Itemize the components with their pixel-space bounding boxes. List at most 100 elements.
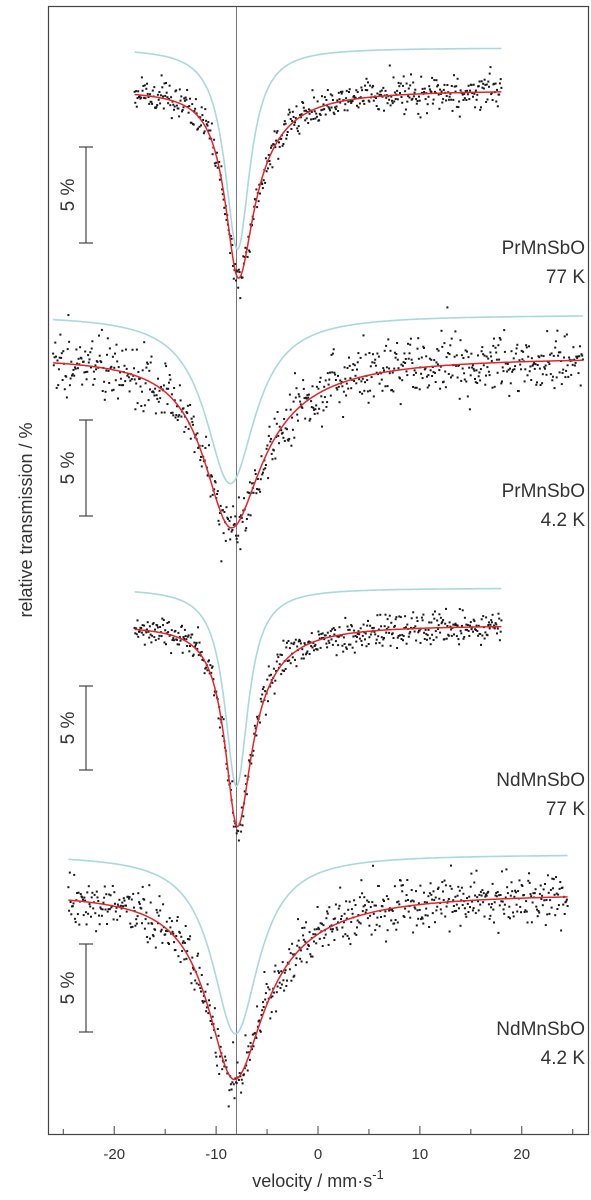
data-point xyxy=(393,367,396,370)
data-point xyxy=(324,634,327,637)
data-point xyxy=(275,670,278,672)
data-point xyxy=(144,97,147,100)
data-point xyxy=(342,636,345,639)
data-point xyxy=(451,374,454,377)
data-point xyxy=(294,658,296,661)
data-point xyxy=(128,896,131,899)
data-point xyxy=(297,640,300,643)
data-point xyxy=(339,101,342,104)
data-point xyxy=(221,716,224,719)
data-point xyxy=(345,646,348,649)
data-point xyxy=(528,370,531,373)
data-point xyxy=(356,361,359,364)
data-point xyxy=(243,1073,245,1076)
data-point xyxy=(329,630,332,633)
data-point xyxy=(447,352,450,354)
data-point xyxy=(134,408,137,411)
data-point xyxy=(498,82,501,85)
data-point xyxy=(350,921,353,923)
data-point xyxy=(127,376,130,379)
data-point xyxy=(375,638,378,641)
data-point xyxy=(178,931,181,934)
data-point xyxy=(327,383,330,386)
data-point xyxy=(409,337,412,340)
data-point xyxy=(138,94,141,97)
data-point xyxy=(148,884,151,887)
data-point xyxy=(291,110,294,113)
data-point xyxy=(364,84,366,87)
data-point xyxy=(262,686,265,689)
data-point xyxy=(208,137,211,140)
data-point xyxy=(426,901,428,904)
data-point xyxy=(364,353,367,356)
data-point xyxy=(404,108,407,111)
data-point xyxy=(560,383,563,386)
data-point xyxy=(175,414,178,417)
data-point xyxy=(343,912,346,915)
data-point xyxy=(243,256,246,258)
data-point xyxy=(116,918,119,921)
data-point xyxy=(104,908,107,911)
data-point xyxy=(156,93,159,96)
data-point xyxy=(330,353,333,356)
data-point xyxy=(92,907,95,910)
data-point xyxy=(236,1061,239,1064)
data-point xyxy=(395,928,398,931)
data-point xyxy=(141,624,144,627)
data-point xyxy=(194,98,197,101)
data-point xyxy=(472,367,475,370)
data-point xyxy=(256,715,259,718)
data-point xyxy=(290,979,293,982)
data-point xyxy=(270,437,272,440)
data-point xyxy=(454,90,457,93)
data-point xyxy=(261,183,264,185)
data-point xyxy=(290,444,293,447)
plot-frame xyxy=(47,5,590,1136)
data-point xyxy=(554,914,557,917)
data-point xyxy=(312,406,315,409)
data-point xyxy=(412,95,415,98)
data-point xyxy=(452,899,455,902)
data-point xyxy=(162,95,164,98)
data-point xyxy=(552,887,554,890)
data-point xyxy=(368,636,371,639)
data-point xyxy=(489,351,492,354)
data-point xyxy=(399,82,402,85)
data-point xyxy=(366,917,369,920)
data-point xyxy=(561,372,564,374)
data-point xyxy=(181,109,184,111)
data-point xyxy=(388,372,391,375)
data-point xyxy=(308,112,311,115)
data-point xyxy=(427,95,430,98)
data-point xyxy=(337,921,339,924)
data-point xyxy=(205,435,208,438)
data-point xyxy=(512,357,515,360)
data-point xyxy=(315,115,318,118)
data-point xyxy=(442,619,445,621)
data-point xyxy=(410,626,412,629)
fit-line-2 xyxy=(53,359,583,529)
data-point xyxy=(438,897,441,900)
data-point xyxy=(116,360,119,363)
data-point xyxy=(457,106,460,109)
data-point xyxy=(461,93,464,96)
data-point xyxy=(301,927,304,929)
data-point xyxy=(564,376,567,379)
data-point xyxy=(485,355,488,358)
data-point xyxy=(292,643,295,646)
data-point xyxy=(390,621,393,624)
data-point xyxy=(500,900,503,903)
data-point xyxy=(361,892,364,895)
data-point xyxy=(514,365,517,368)
data-point xyxy=(439,616,442,619)
data-point xyxy=(345,382,348,385)
data-point xyxy=(60,352,63,355)
data-point xyxy=(400,363,403,366)
data-point xyxy=(477,354,479,357)
data-point xyxy=(153,394,156,397)
data-point xyxy=(305,397,308,400)
data-point xyxy=(172,414,175,417)
data-point xyxy=(538,911,541,914)
data-point xyxy=(415,890,417,893)
